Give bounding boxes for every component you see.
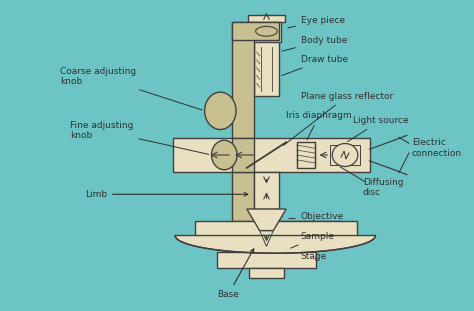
Bar [254, 42, 279, 96]
Text: Base: Base [218, 249, 254, 299]
Bar [232, 221, 340, 239]
Bar [173, 138, 370, 172]
Ellipse shape [332, 143, 358, 166]
Text: Electric
connection: Electric connection [412, 138, 462, 158]
Bar [245, 247, 288, 252]
Text: Stage: Stage [301, 252, 327, 261]
Text: Limb: Limb [85, 190, 248, 199]
Bar [297, 142, 315, 168]
Bar [254, 172, 279, 209]
Text: Draw tube: Draw tube [282, 55, 348, 76]
Ellipse shape [205, 92, 236, 129]
Ellipse shape [211, 140, 237, 170]
Polygon shape [175, 235, 375, 253]
Bar [218, 252, 316, 268]
Bar [195, 221, 357, 235]
Bar [232, 138, 254, 172]
Bar [232, 22, 279, 40]
Bar [232, 22, 254, 239]
Text: Coarse adjusting
knob: Coarse adjusting knob [60, 67, 202, 110]
Text: Eye piece: Eye piece [288, 16, 345, 28]
Bar [330, 145, 360, 165]
Text: Light source: Light source [347, 116, 409, 142]
Text: Body tube: Body tube [282, 36, 347, 51]
Bar [249, 268, 284, 278]
Bar [248, 15, 285, 22]
Text: Sample: Sample [291, 232, 335, 248]
Text: Plane glass reflector: Plane glass reflector [283, 92, 393, 146]
Polygon shape [247, 209, 286, 231]
Text: Objective: Objective [289, 212, 344, 221]
Text: Fine adjusting
knob: Fine adjusting knob [70, 121, 209, 154]
Bar [252, 22, 281, 42]
Text: Diffusing
disc: Diffusing disc [363, 178, 403, 197]
Text: Iris diaphragm: Iris diaphragm [286, 111, 352, 140]
